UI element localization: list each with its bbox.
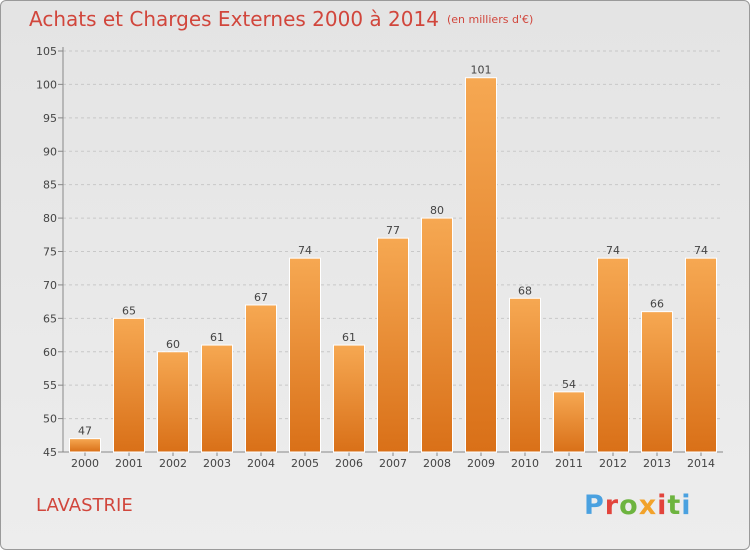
y-tick-label: 55 [43,379,57,392]
value-label-2013: 66 [650,298,664,311]
logo-letter: t [667,490,682,521]
value-label-2009: 101 [471,64,492,77]
x-tick-label-2008: 2008 [423,457,451,470]
proxiti-logo: Proxiti [584,490,692,521]
bar-2005 [289,257,321,453]
y-tick-label: 105 [36,45,57,58]
value-label-2008: 80 [430,204,444,217]
x-tick-label-2012: 2012 [599,457,627,470]
x-tick-label-2000: 2000 [71,457,99,470]
logo-letter: P [584,490,605,521]
logo-letter: i [681,490,692,521]
x-tick-label-2004: 2004 [247,457,275,470]
y-tick-label: 50 [43,413,57,426]
bar-2003 [201,344,233,453]
bar-2007 [377,237,409,453]
value-label-2001: 65 [122,304,136,317]
x-tick-label-2002: 2002 [159,457,187,470]
y-tick-label: 75 [43,246,57,259]
x-tick-label-2010: 2010 [511,457,539,470]
bar-2014 [685,257,717,453]
bar-2001 [113,317,145,453]
y-tick-label: 95 [43,112,57,125]
value-label-2012: 74 [606,244,620,257]
bar-2013 [641,311,673,453]
value-label-2004: 67 [254,291,268,304]
bar-2010 [509,297,541,453]
title-text: Achats et Charges Externes 2000 à 2014 [29,7,439,31]
y-tick-label: 80 [43,212,57,225]
value-label-2007: 77 [386,224,400,237]
y-tick-label: 70 [43,279,57,292]
value-label-2000: 47 [78,425,92,438]
y-tick-label: 45 [43,446,57,459]
x-tick-label-2006: 2006 [335,457,363,470]
bar-2004 [245,304,277,453]
value-label-2005: 74 [298,244,312,257]
bar-2000 [69,438,101,453]
x-tick-label-2007: 2007 [379,457,407,470]
bar-2012 [597,257,629,453]
x-tick-label-2014: 2014 [687,457,715,470]
chart-title: Achats et Charges Externes 2000 à 2014 (e… [29,7,533,31]
x-tick-label-2003: 2003 [203,457,231,470]
value-label-2010: 68 [518,284,532,297]
y-tick-label: 85 [43,179,57,192]
bar-2009 [465,77,497,453]
x-tick-label-2011: 2011 [555,457,583,470]
logo-letter: i [657,490,668,521]
value-label-2006: 61 [342,331,356,344]
y-tick-label: 65 [43,312,57,325]
bar-2008 [421,217,453,453]
bar-2006 [333,344,365,453]
location-name: LAVASTRIE [36,495,133,516]
x-tick-label-2005: 2005 [291,457,319,470]
value-label-2014: 74 [694,244,708,257]
x-tick-label-2013: 2013 [643,457,671,470]
logo-letter: o [619,490,639,521]
y-tick-label: 100 [36,78,57,91]
x-tick-label-2009: 2009 [467,457,495,470]
title-unit: (en milliers d'€) [446,13,534,26]
bar-2002 [157,351,189,453]
value-label-2011: 54 [562,378,576,391]
value-label-2002: 60 [166,338,180,351]
y-tick-label: 90 [43,145,57,158]
bar-2011 [553,391,585,453]
logo-letter: r [604,490,620,521]
y-tick-label: 60 [43,346,57,359]
logo-letter: x [638,490,658,521]
x-tick-label-2001: 2001 [115,457,143,470]
value-label-2003: 61 [210,331,224,344]
